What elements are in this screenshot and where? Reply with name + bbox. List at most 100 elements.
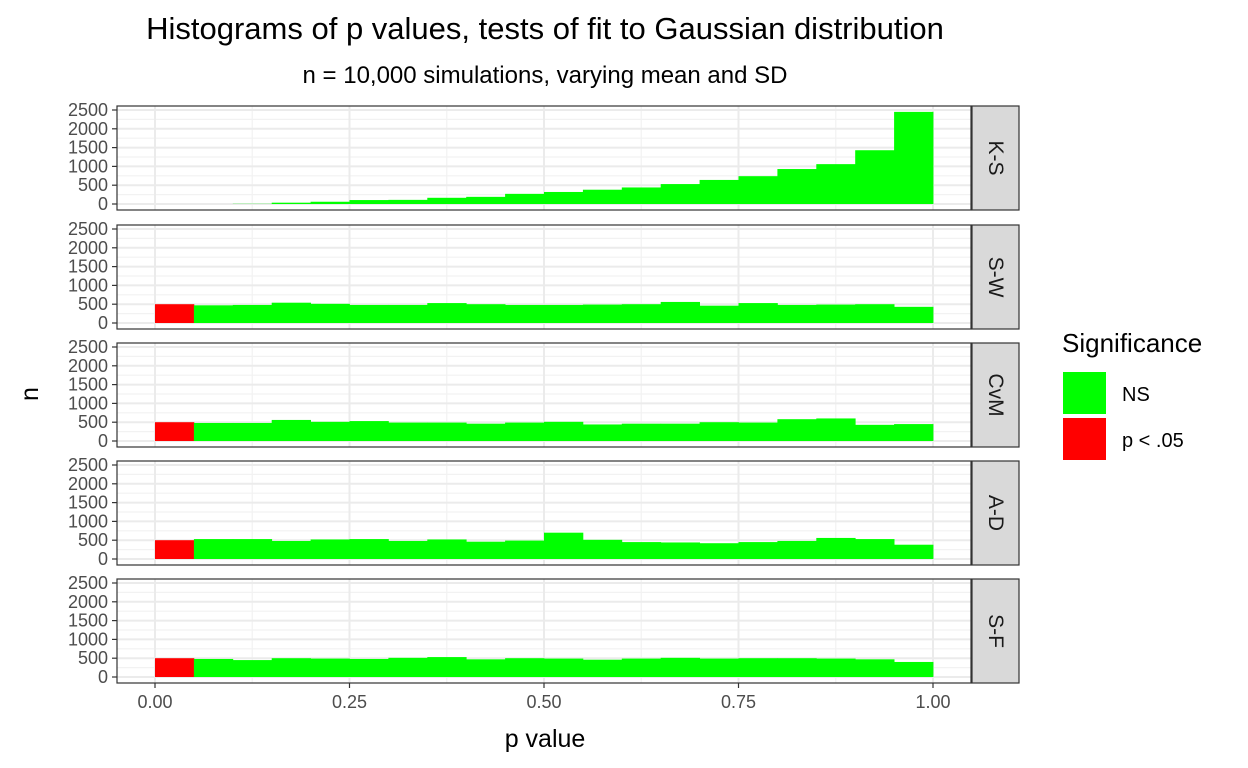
panel-border (116, 342, 972, 448)
histogram-bar (232, 422, 273, 441)
y-axis-title: n (16, 387, 44, 401)
histogram-bar (505, 540, 545, 559)
histogram-bar (271, 658, 311, 677)
histogram-bar (544, 191, 584, 204)
histogram-bar (621, 423, 662, 441)
y-tick-label: 500 (78, 412, 108, 432)
y-tick-label: 1000 (68, 393, 108, 413)
histogram-bar (544, 658, 584, 677)
histogram-bar (155, 540, 195, 559)
histogram-bar (310, 201, 350, 204)
histogram-bar (155, 422, 195, 441)
histogram-bar (855, 304, 895, 323)
histogram-bar (427, 657, 467, 677)
x-tick-label: 0.75 (721, 692, 756, 712)
histogram-bar (816, 658, 856, 677)
histogram-bar (388, 657, 428, 677)
y-tick-label: 0 (98, 313, 108, 333)
y-tick-label: 2000 (68, 119, 108, 139)
histogram-bar (816, 537, 856, 559)
facet-strip-label: K-S (984, 140, 1007, 175)
facet-strip-label: CvM (984, 373, 1007, 416)
histogram-bar (427, 197, 467, 204)
histogram-bar (232, 539, 273, 559)
histogram-bar (582, 539, 623, 559)
y-tick-label: 2500 (68, 455, 108, 475)
histogram-bar (621, 542, 662, 559)
histogram-bar (466, 541, 506, 559)
y-tick-label: 1500 (68, 375, 108, 395)
histogram-bar (310, 658, 350, 677)
histogram-bar (738, 303, 778, 323)
facet-strip (971, 105, 1020, 211)
histogram-bar (777, 540, 817, 559)
histogram-bar (621, 304, 662, 323)
histogram-bar (894, 544, 934, 559)
facet-strip-label: S-W (984, 257, 1007, 298)
histogram-bar (544, 532, 584, 559)
histogram-bar (894, 661, 934, 677)
histogram-bar (816, 164, 856, 204)
x-axis-title: p value (505, 725, 586, 753)
histogram-bar (699, 543, 739, 559)
histogram-bar (388, 540, 428, 559)
histogram-bar (699, 179, 739, 204)
histogram-bar (738, 422, 778, 441)
histogram-bar (855, 539, 895, 559)
x-tick-label: 1.00 (915, 692, 950, 712)
histogram-bar (816, 418, 856, 441)
histogram-bar (193, 422, 234, 441)
legend-label-ns: NS (1122, 384, 1150, 406)
legend-key-ns (1063, 372, 1106, 414)
histogram-bar (466, 423, 506, 441)
y-tick-label: 500 (78, 648, 108, 668)
histogram-bar (894, 111, 934, 204)
y-tick-label: 1000 (68, 511, 108, 531)
histogram-bar (271, 202, 311, 204)
histogram-bar (660, 657, 700, 677)
y-tick-label: 500 (78, 530, 108, 550)
legend-key-sig (1063, 418, 1106, 460)
y-tick-label: 1500 (68, 257, 108, 277)
legend-label-sig: p < .05 (1122, 430, 1184, 452)
x-axis: 0.00 0.25 0.50 0.75 1.00 (137, 683, 951, 712)
histogram-bar (232, 660, 273, 677)
y-tick-label: 2500 (68, 573, 108, 593)
y-tick-label: 2000 (68, 356, 108, 376)
histogram-bar (427, 303, 467, 323)
y-tick-label: 0 (98, 667, 108, 687)
panel-border (116, 224, 972, 330)
histogram-bar (388, 199, 428, 204)
histogram-bar (505, 422, 545, 441)
y-tick-label: 2000 (68, 474, 108, 494)
y-tick-label: 0 (98, 431, 108, 451)
histogram-bar (660, 184, 700, 204)
histogram-bar (738, 176, 778, 204)
facet-strip (971, 224, 1020, 330)
histogram-bar (466, 304, 506, 323)
histogram-bar (310, 421, 350, 441)
panel-border (116, 105, 972, 211)
histogram-bar (505, 658, 545, 677)
histogram-bar (621, 187, 662, 204)
histogram-bar (271, 540, 311, 559)
histogram-bar (894, 424, 934, 441)
legend: Significance NS p < .05 (1062, 328, 1202, 460)
histogram-bar (349, 658, 389, 677)
histogram-bar (582, 659, 623, 677)
y-tick-label: 2000 (68, 592, 108, 612)
histogram-bar (777, 304, 817, 323)
histogram-bar (427, 539, 467, 559)
histogram-bar (777, 419, 817, 441)
y-tick-label: 0 (98, 549, 108, 569)
x-tick-label: 0.25 (332, 692, 367, 712)
y-tick-label: 1500 (68, 493, 108, 513)
histogram-bar (894, 306, 934, 323)
histogram-bar (193, 539, 234, 559)
histogram-bar (349, 539, 389, 559)
histogram-bar (349, 304, 389, 323)
histogram-bar (816, 304, 856, 323)
